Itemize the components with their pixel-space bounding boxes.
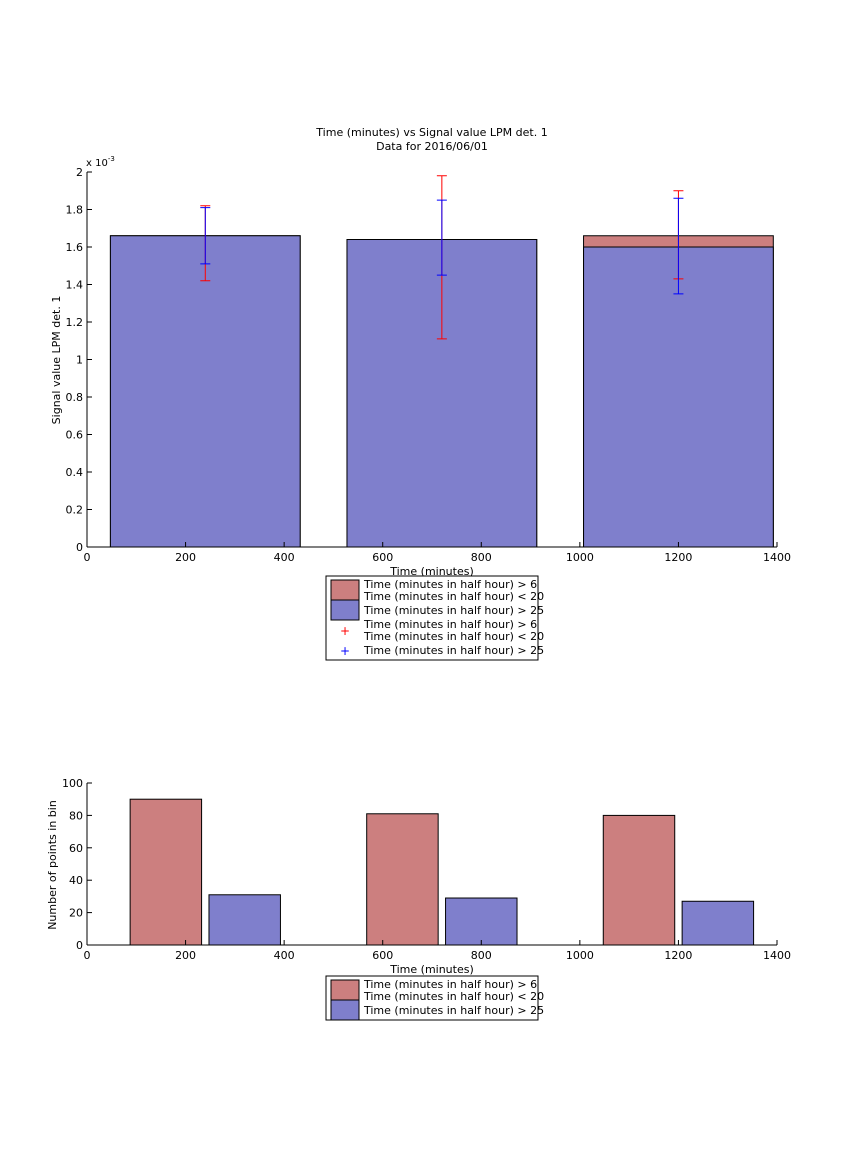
legend-label: Time (minutes in half hour) < 20	[363, 990, 544, 1003]
count-x-tick-label: 600	[372, 949, 393, 962]
count-x-tick-label: 800	[471, 949, 492, 962]
signal-y-tick-label: 1.6	[66, 241, 84, 254]
legend-swatch	[330, 599, 360, 621]
count-y-tick-label: 80	[69, 809, 83, 822]
legend-swatch	[330, 579, 360, 601]
signal-y-tick-label: 1.8	[66, 204, 84, 217]
signal-y-axis: 0 0.2 0.4 0.6 0.8 1 1.2 1.4 1.6 1.8 2	[66, 166, 92, 554]
count-y-tick-label: 40	[69, 874, 83, 887]
signal-plot-area	[109, 175, 774, 548]
count-bar-blue	[445, 897, 518, 946]
signal-x-tick-label: 600	[372, 551, 393, 564]
signal-y-tick-label: 0.4	[66, 466, 84, 479]
legend-box	[325, 575, 539, 661]
legend-label: Time (minutes in half hour) > 6	[363, 978, 537, 991]
signal-y-tick-label: 1.4	[66, 279, 84, 292]
count-x-tick-label: 200	[175, 949, 196, 962]
signal-x-tick-label: 200	[175, 551, 196, 564]
signal-x-tick-label: 1000	[566, 551, 594, 564]
signal-x-axis: 0 200 400 600 800 1000 1200 1400	[84, 542, 791, 564]
signal-y-tick-label: 0.8	[66, 391, 84, 404]
count-bar-blue	[681, 900, 755, 946]
signal-bar-blue	[583, 246, 774, 548]
count-x-tick-label: 1000	[566, 949, 594, 962]
signal-x-tick-label: 800	[471, 551, 492, 564]
signal-y-tick-label: 2	[76, 166, 83, 179]
count-bar-red	[129, 798, 203, 946]
legend-label: Time (minutes in half hour) < 20	[363, 590, 544, 603]
count-x-axis-label: Time (minutes)	[389, 963, 474, 976]
signal-x-tick-label: 1400	[763, 551, 791, 564]
signal-y-exponent: x 10-3	[86, 155, 115, 169]
legend-swatch	[330, 999, 360, 1021]
signal-x-tick-label: 1200	[664, 551, 692, 564]
count-x-tick-label: 0	[84, 949, 91, 962]
count-x-tick-label: 1200	[664, 949, 692, 962]
count-y-axis: 0 20 40 60 80 100	[62, 777, 92, 952]
legend-label: Time (minutes in half hour) > 25	[363, 644, 544, 657]
signal-chart: 0 200 400 600 800 1000 1200 1400 0 0.2 0.4 0.6 0.8 1…	[50, 155, 791, 661]
count-x-axis: 0 200 400 600 800 1000 1200 1400	[84, 940, 791, 962]
legend-box	[325, 975, 539, 1021]
signal-x-axis-label: Time (minutes)	[389, 565, 474, 578]
count-y-axis-label: Number of points in bin	[46, 800, 59, 930]
count-y-tick-label: 60	[69, 842, 83, 855]
count-y-tick-label: 20	[69, 907, 83, 920]
legend-marker: +	[340, 624, 350, 638]
signal-x-tick-label: 0	[84, 551, 91, 564]
legend-marker: +	[340, 644, 350, 658]
legend-label: Time (minutes in half hour) > 6	[363, 578, 537, 591]
legend-swatch	[330, 979, 360, 1001]
signal-y-tick-label: 1.2	[66, 316, 84, 329]
signal-y-axis-label: Signal value LPM det. 1	[50, 296, 63, 425]
signal-y-tick-label: 1	[76, 354, 83, 367]
legend-label: Time (minutes in half hour) > 6	[363, 618, 537, 631]
signal-y-tick-label: 0.2	[66, 504, 84, 517]
signal-y-tick-label: 0.6	[66, 429, 84, 442]
count-x-tick-label: 1400	[763, 949, 791, 962]
signal-x-tick-label: 400	[274, 551, 295, 564]
signal-bar-blue	[109, 235, 301, 548]
count-bar-blue	[208, 894, 281, 946]
count-y-tick-label: 0	[76, 939, 83, 952]
chart-subtitle: Data for 2016/06/01	[376, 140, 488, 153]
legend-label: Time (minutes in half hour) < 20	[363, 630, 544, 643]
count-bar-red	[366, 813, 439, 946]
count-plot-area	[129, 798, 755, 946]
count-y-tick-label: 100	[62, 777, 83, 790]
count-x-tick-label: 400	[274, 949, 295, 962]
chart-title: Time (minutes) vs Signal value LPM det. …	[315, 126, 547, 139]
signal-y-tick-label: 0	[76, 541, 83, 554]
count-chart: 0 200 400 600 800 1000 1200 1400 0 20 40 60 80 100 T…	[46, 777, 791, 1021]
count-bar-red	[602, 814, 676, 946]
legend-label: Time (minutes in half hour) > 25	[363, 1004, 544, 1017]
legend-label: Time (minutes in half hour) > 25	[363, 604, 544, 617]
